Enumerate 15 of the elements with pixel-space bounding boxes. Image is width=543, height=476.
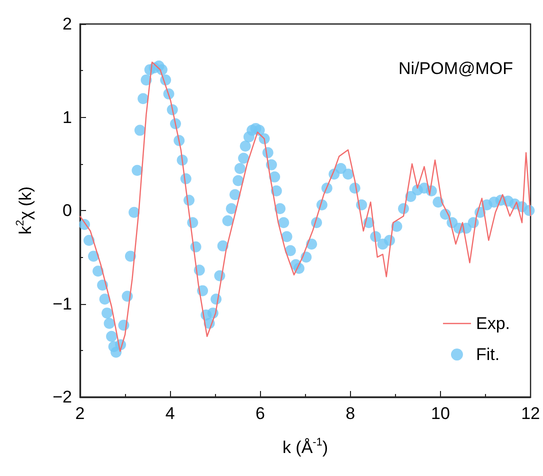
x-tick-label: 12 bbox=[521, 404, 540, 423]
x-tick-label: 2 bbox=[75, 404, 85, 423]
y-tick-label: 1 bbox=[62, 108, 72, 127]
x-tick-label: 10 bbox=[430, 404, 450, 423]
legend-label: Exp. bbox=[476, 314, 510, 333]
y-tick-label: 0 bbox=[62, 201, 72, 220]
legend-label: Fit. bbox=[476, 345, 500, 364]
y-tick-label: −2 bbox=[52, 388, 72, 406]
y-tick-label: 2 bbox=[62, 14, 72, 34]
x-tick-label: 6 bbox=[255, 404, 265, 423]
x-tick-label: 8 bbox=[346, 404, 356, 423]
y-tick-label: −1 bbox=[52, 294, 72, 314]
y-axis-title: k2χ (k) bbox=[14, 186, 35, 235]
annotation: Ni/POM@MOF bbox=[398, 59, 514, 78]
x-tick-label: 4 bbox=[165, 404, 175, 423]
